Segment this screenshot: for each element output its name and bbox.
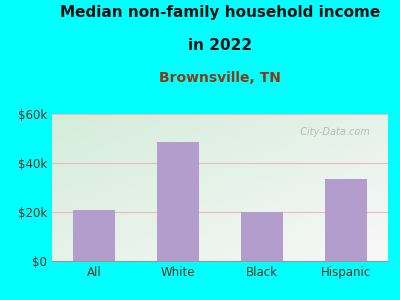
Text: in 2022: in 2022: [188, 38, 252, 52]
Text: Median non-family household income: Median non-family household income: [60, 4, 380, 20]
Text: Brownsville, TN: Brownsville, TN: [159, 70, 281, 85]
Bar: [241, 212, 283, 261]
Bar: [73, 209, 115, 261]
Text: City-Data.com: City-Data.com: [294, 127, 370, 136]
Bar: [157, 142, 199, 261]
Bar: [325, 179, 367, 261]
